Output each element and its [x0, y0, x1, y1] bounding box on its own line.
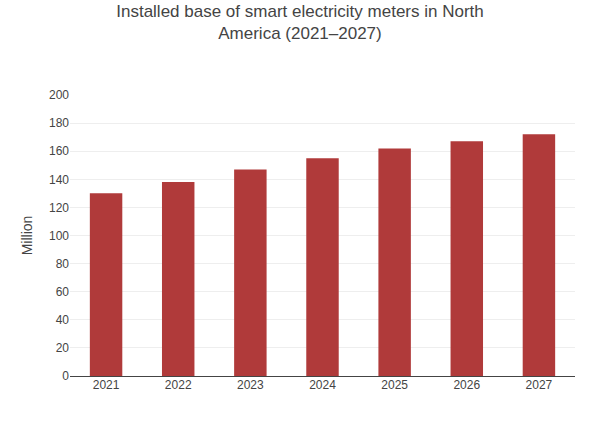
svg-text:0: 0	[62, 369, 69, 383]
svg-text:2024: 2024	[309, 378, 336, 392]
svg-text:80: 80	[56, 257, 70, 271]
svg-text:2027: 2027	[526, 378, 553, 392]
svg-text:200: 200	[49, 88, 69, 102]
svg-text:140: 140	[49, 173, 69, 187]
svg-text:Installed base of smart electr: Installed base of smart electricity mete…	[116, 2, 484, 43]
svg-text:20: 20	[56, 341, 70, 355]
svg-text:100: 100	[49, 229, 69, 243]
svg-text:60: 60	[56, 285, 70, 299]
svg-text:2023: 2023	[237, 378, 264, 392]
svg-text:2026: 2026	[453, 378, 480, 392]
svg-text:2025: 2025	[381, 378, 408, 392]
svg-text:Million: Million	[19, 216, 35, 256]
svg-text:40: 40	[56, 313, 70, 327]
svg-text:180: 180	[49, 116, 69, 130]
svg-text:120: 120	[49, 201, 69, 215]
svg-text:160: 160	[49, 144, 69, 158]
svg-text:2022: 2022	[165, 378, 192, 392]
svg-text:2021: 2021	[93, 378, 120, 392]
